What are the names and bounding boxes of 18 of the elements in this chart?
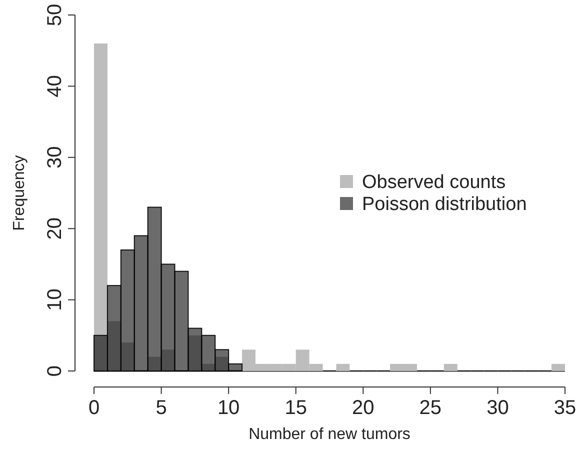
x-tick-label: 30 [486, 397, 509, 419]
y-tick-label: 10 [44, 288, 66, 311]
legend-label: Observed counts [362, 172, 506, 193]
x-tick-label: 10 [217, 397, 240, 419]
x-axis-title: Number of new tumors [248, 426, 410, 443]
y-tick-label: 20 [44, 217, 66, 240]
legend-label: Poisson distribution [362, 194, 527, 215]
y-axis-title: Frequency [11, 155, 28, 231]
x-tick-label: 35 [554, 397, 576, 419]
y-tick-label: 0 [44, 365, 66, 377]
y-tick-label: 40 [44, 75, 66, 98]
x-tick-label: 20 [352, 397, 374, 419]
x-tick-label: 0 [88, 397, 100, 419]
y-tick-label: 30 [44, 146, 66, 169]
x-tick-label: 5 [156, 397, 167, 419]
x-tick-label: 15 [284, 397, 307, 419]
x-tick-label: 25 [419, 397, 442, 419]
y-tick-label: 50 [44, 4, 66, 26]
